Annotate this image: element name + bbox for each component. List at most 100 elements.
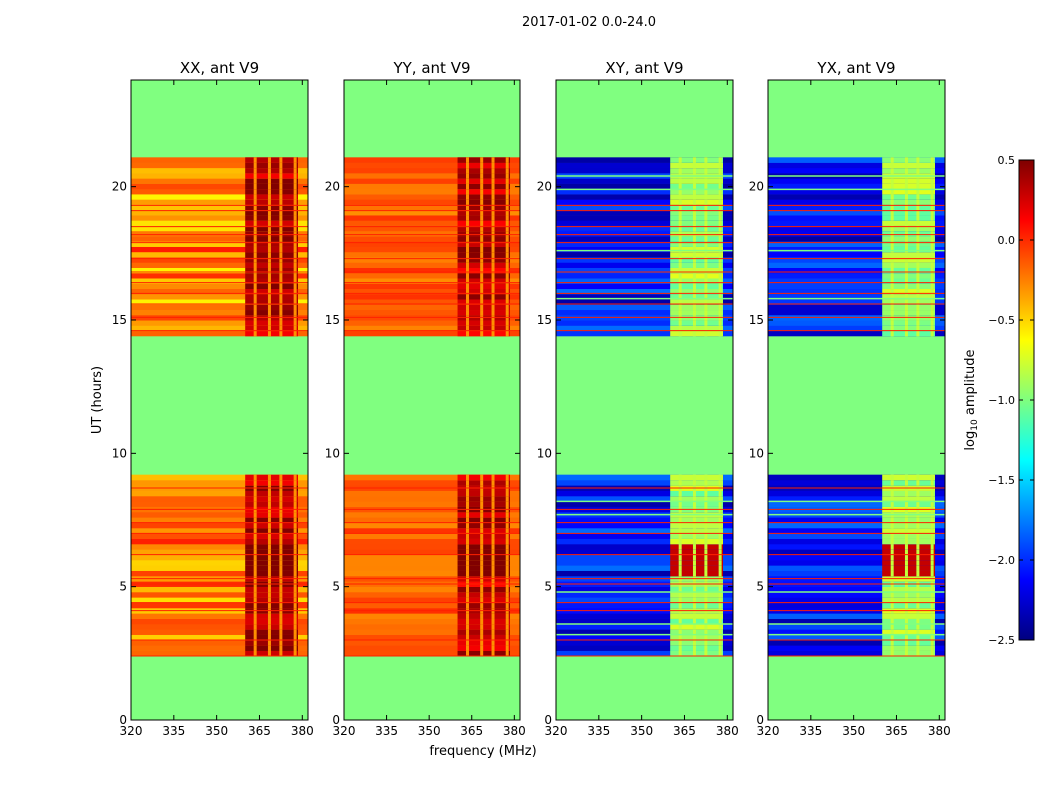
rfi-segment bbox=[457, 199, 510, 205]
rfi-column bbox=[480, 278, 484, 284]
data-row bbox=[131, 162, 308, 169]
data-row bbox=[344, 194, 520, 200]
rfi-column bbox=[267, 288, 271, 295]
rfi-column bbox=[718, 251, 722, 258]
rfi-column bbox=[692, 544, 696, 550]
rfi-column bbox=[480, 544, 484, 550]
rfi-column bbox=[491, 199, 495, 205]
rfi-segment bbox=[457, 288, 510, 295]
rfi-column bbox=[279, 278, 283, 284]
rfi-column bbox=[692, 320, 696, 326]
rfi-column bbox=[916, 650, 920, 657]
x-tick-label: 380 bbox=[291, 724, 314, 738]
rfi-column bbox=[293, 325, 297, 332]
rfi-column bbox=[890, 645, 894, 651]
rfi-column bbox=[267, 162, 271, 169]
x-tick-label: 350 bbox=[842, 724, 865, 738]
rfi-column bbox=[692, 162, 696, 169]
rfi-column bbox=[692, 288, 696, 295]
rfi-column bbox=[704, 613, 708, 619]
data-row bbox=[556, 215, 733, 221]
data-row bbox=[344, 267, 520, 274]
rfi-segment bbox=[457, 173, 510, 179]
rfi-column bbox=[293, 533, 297, 539]
rfi-column bbox=[505, 538, 509, 545]
y-tick-label: 15 bbox=[537, 313, 552, 327]
rfi-segment bbox=[882, 288, 935, 295]
rfi-column bbox=[890, 570, 894, 577]
rfi-segment bbox=[670, 283, 723, 290]
rfi-column bbox=[930, 650, 934, 657]
rfi-column bbox=[480, 225, 484, 232]
rfi-column bbox=[293, 544, 297, 550]
rfi-column bbox=[930, 257, 934, 263]
rfi-column bbox=[678, 257, 682, 263]
data-row bbox=[768, 215, 945, 221]
data-row bbox=[344, 565, 520, 571]
rfi-column bbox=[890, 320, 894, 326]
rfi-column bbox=[916, 251, 920, 258]
rfi-column bbox=[904, 309, 908, 316]
data-row bbox=[344, 330, 520, 337]
rfi-column bbox=[930, 230, 934, 237]
rfi-column bbox=[293, 522, 297, 529]
rfi-column bbox=[293, 215, 297, 221]
rfi-column bbox=[465, 257, 469, 263]
rfi-column bbox=[704, 225, 708, 232]
data-row bbox=[131, 173, 308, 179]
rfi-segment bbox=[882, 517, 935, 523]
rfi-column bbox=[916, 162, 920, 169]
rfi-column bbox=[505, 624, 509, 630]
rfi-segment bbox=[457, 293, 510, 300]
data-row bbox=[131, 236, 308, 242]
rfi-column bbox=[505, 225, 509, 232]
data-row bbox=[344, 251, 520, 258]
rfi-segment bbox=[670, 215, 723, 221]
rfi-column bbox=[904, 528, 908, 534]
rfi-segment bbox=[670, 640, 723, 646]
rfi-column bbox=[704, 565, 708, 571]
rfi-column bbox=[916, 241, 920, 247]
rfi-column bbox=[480, 230, 484, 237]
rfi-column bbox=[279, 634, 283, 641]
rfi-segment bbox=[882, 188, 935, 195]
rfi-column bbox=[904, 204, 908, 211]
rfi-column bbox=[279, 204, 283, 211]
rfi-column bbox=[491, 194, 495, 200]
rfi-column bbox=[293, 304, 297, 311]
rfi-column bbox=[505, 199, 509, 205]
rfi-column bbox=[904, 640, 908, 646]
x-tick-label: 380 bbox=[716, 724, 739, 738]
rfi-segment bbox=[670, 549, 723, 555]
rfi-column bbox=[704, 592, 708, 598]
data-row bbox=[131, 538, 308, 545]
rfi-column bbox=[505, 613, 509, 619]
rfi-column bbox=[704, 204, 708, 211]
rfi-segment bbox=[882, 586, 935, 593]
rfi-column bbox=[491, 613, 495, 619]
rfi-column bbox=[718, 162, 722, 169]
rfi-segment bbox=[882, 199, 935, 205]
rfi-segment bbox=[882, 246, 935, 253]
data-row bbox=[344, 474, 520, 481]
rfi-column bbox=[718, 597, 722, 603]
rfi-segment bbox=[457, 538, 510, 545]
rfi-column bbox=[253, 283, 257, 290]
rfi-column bbox=[692, 262, 696, 268]
rfi-column bbox=[253, 241, 257, 247]
rfi-column bbox=[279, 560, 283, 566]
rfi-column bbox=[465, 554, 469, 561]
rfi-column bbox=[279, 230, 283, 237]
rfi-column bbox=[930, 251, 934, 258]
rfi-column bbox=[678, 522, 682, 529]
rfi-column bbox=[718, 640, 722, 646]
rfi-column bbox=[267, 157, 271, 163]
data-row bbox=[344, 480, 520, 486]
rfi-segment bbox=[670, 241, 723, 247]
rfi-column bbox=[692, 528, 696, 534]
rfi-column bbox=[505, 220, 509, 226]
data-row bbox=[556, 474, 733, 481]
rfi-column bbox=[916, 188, 920, 195]
data-row bbox=[768, 570, 945, 577]
rfi-segment bbox=[670, 246, 723, 253]
